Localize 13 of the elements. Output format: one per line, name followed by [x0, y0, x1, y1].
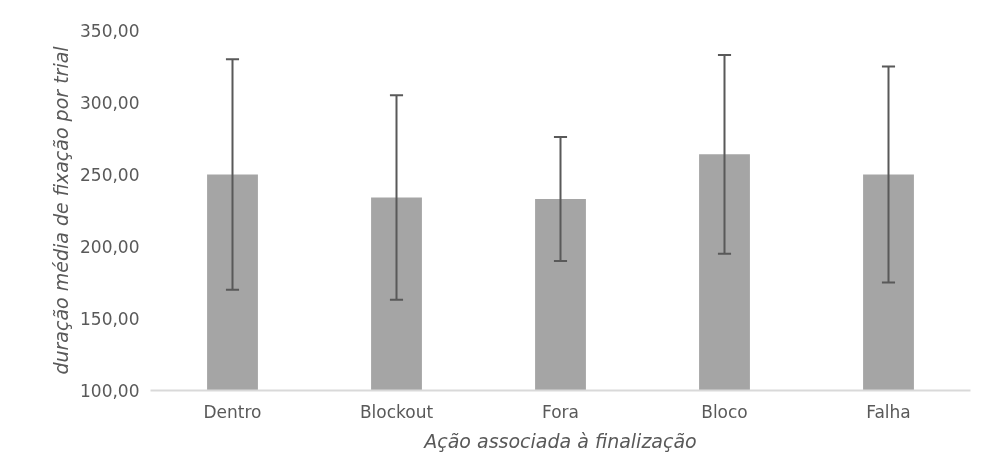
x-tick-label: Dentro: [203, 401, 262, 422]
x-tick-label: Fora: [542, 401, 579, 422]
x-tick-label: Falha: [866, 401, 911, 422]
y-tick-label: 150,00: [80, 309, 140, 329]
y-tick-label: 350,00: [80, 21, 140, 41]
x-tick-label: Bloco: [701, 401, 748, 422]
y-tick-label: 100,00: [80, 381, 140, 401]
y-axis-title: duração média de fixação por trial: [50, 45, 73, 375]
y-tick-label: 250,00: [80, 165, 140, 185]
y-tick-label: 300,00: [80, 93, 140, 113]
x-axis-title: Ação associada à finalização: [422, 429, 697, 452]
x-tick-label: Blockout: [359, 401, 434, 422]
y-tick-label: 200,00: [80, 237, 140, 257]
